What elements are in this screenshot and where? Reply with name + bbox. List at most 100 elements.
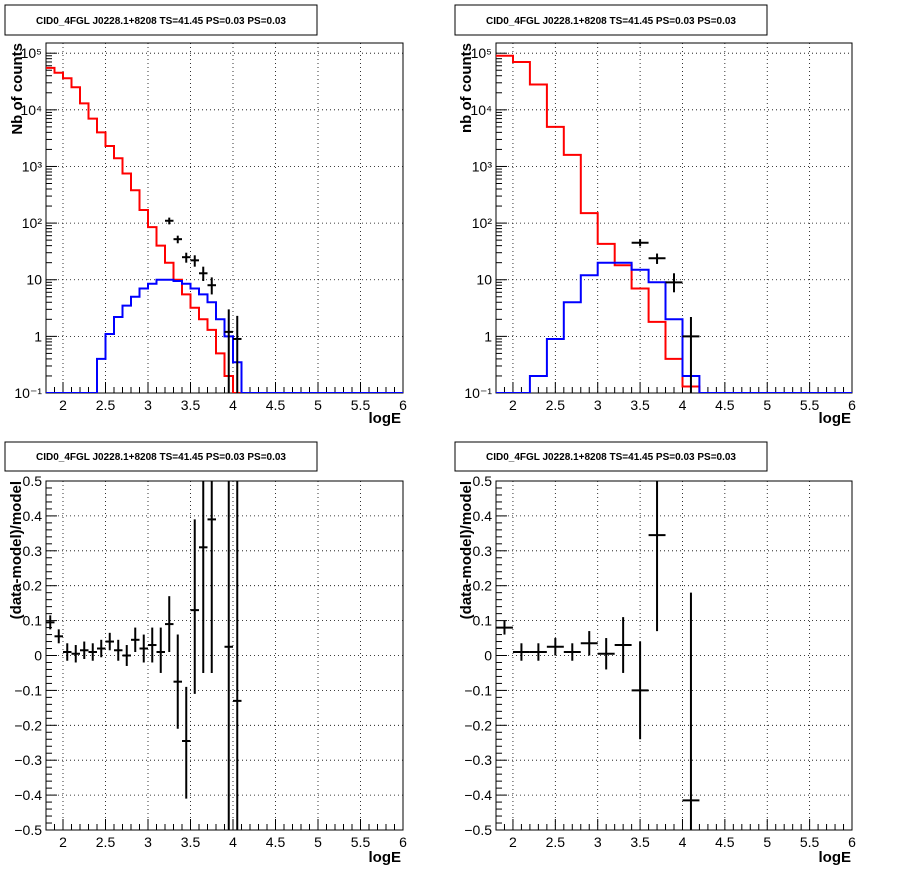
data-point	[648, 253, 666, 264]
y-tick-label: 0.4	[23, 508, 43, 524]
x-tick-label: 5.5	[800, 397, 820, 413]
y-tick-label: 0.4	[473, 508, 493, 524]
x-tick-label: 2	[59, 397, 67, 413]
x-tick-label: 6	[399, 397, 407, 413]
x-tick-label: 4.5	[715, 834, 735, 850]
y-axis-label: (data-model)/model	[458, 481, 475, 619]
data-layer	[46, 66, 403, 393]
residual-point	[131, 627, 140, 653]
x-tick-label: 5	[763, 834, 771, 850]
y-tick-label: 0	[34, 648, 42, 664]
x-tick-label: 2.5	[96, 397, 116, 413]
x-tick-label: 3	[144, 834, 152, 850]
y-tick-label: −0.2	[464, 717, 492, 733]
residual-point	[580, 631, 598, 656]
y-axis-label: nb of counts	[458, 43, 475, 133]
y-tick-label: 10³	[22, 158, 43, 174]
model-total-step	[46, 66, 243, 393]
panel-title: CID0_4FGL J0228.1+8208 TS=41.45 PS=0.03 …	[36, 16, 286, 27]
residual-point	[614, 617, 632, 673]
data-layer	[496, 481, 700, 830]
y-tick-label: −0.5	[464, 822, 492, 838]
plot-area: 2 2.5 3 3.5 4 4.5 5 5.5 6 −0.5 −0.4 −0.3 −0.2 −0.1 0 0.…	[464, 473, 856, 850]
plot-area: 2 2.5 3 3.5 4 4.5 5 5.5 6 −0.5 −0.4 −0.3 −0.2 −0.1 0 0.…	[14, 473, 407, 850]
x-tick-label: 3	[594, 834, 602, 850]
panel-residuals-right: CID0_4FGL J0228.1+8208 TS=41.45 PS=0.03 …	[454, 441, 856, 866]
residual-point	[224, 481, 233, 830]
panel-title: CID0_4FGL J0228.1+8208 TS=41.45 PS=0.03 …	[486, 452, 736, 463]
y-tick-label: −0.3	[14, 752, 42, 768]
residual-point	[165, 596, 174, 653]
residual-point	[190, 519, 199, 694]
y-tick-label: 0.5	[473, 473, 493, 489]
data-point	[233, 315, 242, 393]
y-tick-label: 0.5	[23, 473, 43, 489]
x-tick-label: 4	[679, 397, 687, 413]
y-tick-label: 0.1	[473, 613, 493, 629]
residual-point	[63, 643, 72, 661]
x-tick-label: 3.5	[630, 397, 650, 413]
x-tick-label: 3.5	[630, 834, 650, 850]
x-tick-label: 4.5	[266, 397, 286, 413]
data-point	[182, 252, 191, 263]
x-tick-label: 5	[314, 834, 322, 850]
plot-area: 2 2.5 3 3.5 4 4.5 5 5.5 6 10⁻¹ 1 10 10² 10³ 10⁴ 10⁵	[14, 42, 407, 413]
residual-point	[682, 592, 700, 830]
x-axis-label: logE	[369, 410, 402, 427]
y-tick-label: −0.4	[14, 787, 42, 803]
residual-point	[46, 615, 55, 630]
data-point	[665, 273, 683, 293]
x-tick-label: 2.5	[546, 397, 566, 413]
x-tick-label: 3	[144, 397, 152, 413]
x-tick-label: 5.5	[800, 834, 820, 850]
x-tick-label: 3.5	[181, 397, 201, 413]
residual-point	[114, 639, 123, 661]
residual-point	[529, 643, 547, 661]
x-tick-label: 4	[679, 834, 687, 850]
x-tick-label: 5	[763, 397, 771, 413]
y-tick-label: 0.1	[23, 613, 43, 629]
residual-point	[54, 629, 63, 644]
residual-point	[97, 639, 106, 658]
data-point	[224, 309, 233, 393]
panel-title: CID0_4FGL J0228.1+8208 TS=41.45 PS=0.03 …	[36, 452, 286, 463]
residual-point	[105, 632, 114, 651]
data-point	[199, 266, 208, 281]
residual-point	[199, 481, 208, 673]
x-axis-label: logE	[819, 849, 852, 866]
y-tick-label: 0.2	[473, 578, 493, 594]
x-tick-label: 2	[59, 834, 67, 850]
y-tick-label: 10⁵	[471, 45, 492, 61]
y-tick-label: 10²	[22, 215, 43, 231]
data-layer	[496, 54, 852, 393]
x-tick-label: 2	[509, 834, 517, 850]
y-tick-label: 0	[484, 648, 492, 664]
x-tick-label: 3	[594, 397, 602, 413]
y-tick-label: 10⁴	[20, 102, 42, 118]
x-tick-label: 3.5	[181, 834, 201, 850]
residual-point	[88, 643, 97, 661]
x-tick-label: 6	[848, 397, 856, 413]
panel-title-box	[4, 441, 318, 472]
data-point	[207, 277, 216, 295]
model-total-step	[496, 54, 701, 393]
residual-point	[512, 643, 530, 661]
y-tick-label: 0.3	[23, 543, 43, 559]
residual-point	[156, 627, 165, 673]
y-tick-label: −0.1	[14, 682, 42, 698]
x-tick-label: 6	[848, 834, 856, 850]
x-axis-label: logE	[819, 410, 852, 427]
residual-point	[563, 643, 581, 661]
residual-point	[182, 686, 191, 799]
x-tick-label: 5.5	[351, 397, 371, 413]
residual-point	[597, 638, 615, 670]
data-layer	[46, 481, 242, 830]
x-tick-label: 5.5	[351, 834, 371, 850]
panel-title-box	[454, 4, 768, 36]
x-tick-label: 4.5	[266, 834, 286, 850]
y-tick-label: −0.1	[464, 682, 492, 698]
source-model-step	[496, 261, 852, 393]
x-tick-label: 4	[229, 834, 237, 850]
x-tick-label: 4.5	[715, 397, 735, 413]
y-tick-label: 10²	[472, 215, 493, 231]
